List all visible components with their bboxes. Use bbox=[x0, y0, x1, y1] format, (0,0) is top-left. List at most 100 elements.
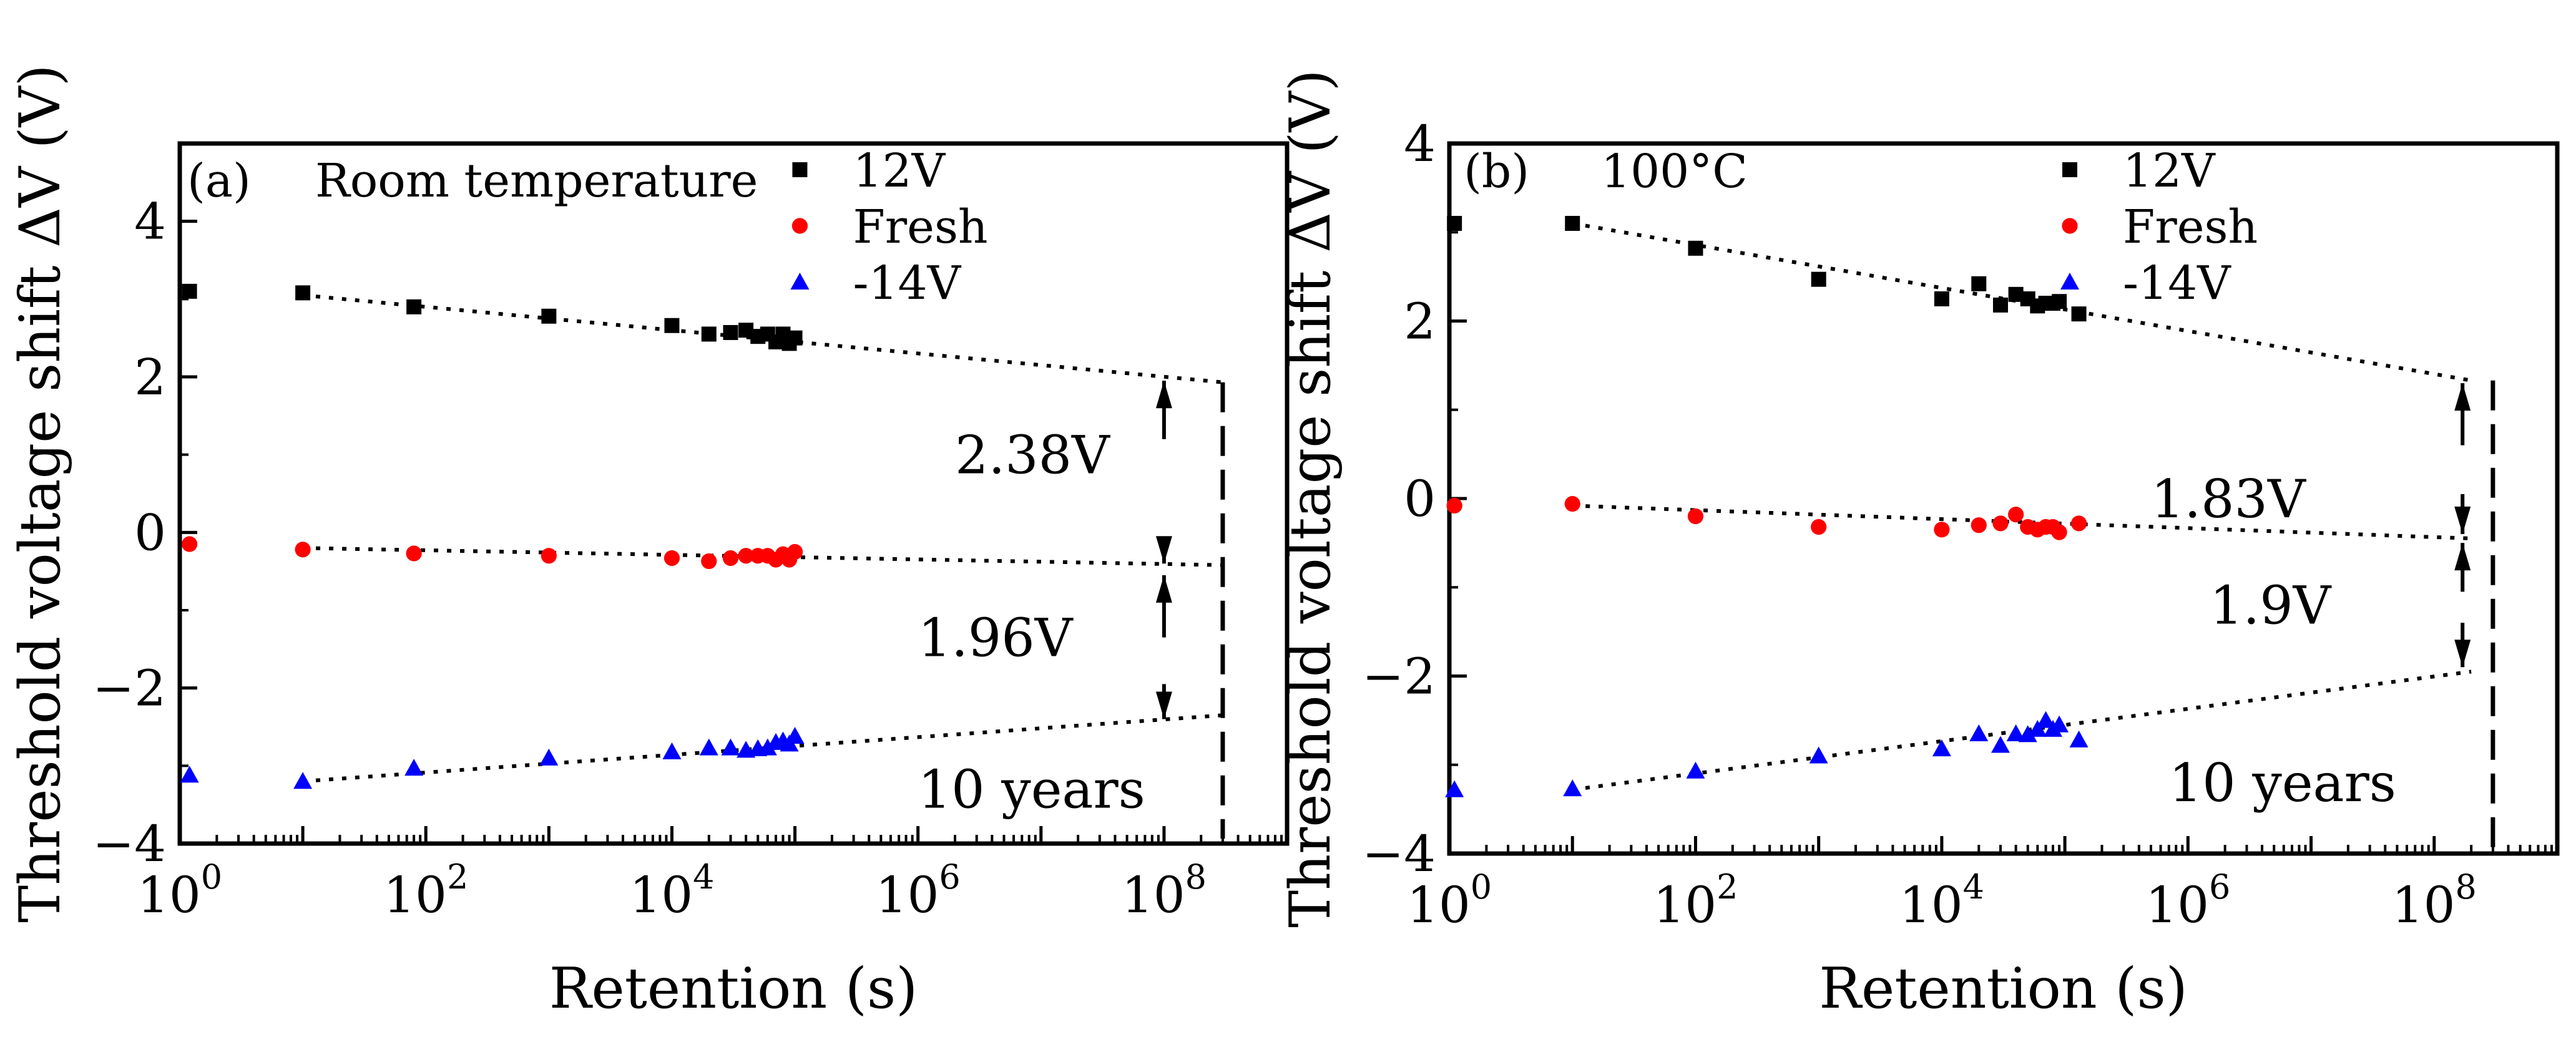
data-point bbox=[1992, 297, 2008, 313]
data-point bbox=[758, 738, 777, 756]
x-tick-base: 10 bbox=[1122, 866, 1185, 924]
data-point bbox=[1445, 780, 1464, 797]
data-point bbox=[295, 285, 311, 301]
data-point bbox=[664, 318, 680, 333]
arrow-head bbox=[2454, 640, 2471, 668]
annotation-label: 10 years bbox=[2169, 752, 2396, 814]
legend-label: Fresh bbox=[853, 200, 987, 254]
data-point bbox=[404, 759, 424, 776]
data-point bbox=[701, 553, 717, 570]
data-point bbox=[1932, 739, 1951, 757]
data-point bbox=[785, 726, 805, 744]
arrow-head bbox=[2454, 383, 2471, 411]
legend-marker bbox=[792, 162, 808, 177]
legend-label: Fresh bbox=[2123, 200, 2258, 254]
annotation-label: 1.96V bbox=[918, 608, 1074, 669]
x-tick-base: 10 bbox=[2145, 876, 2209, 934]
legend-label: -14V bbox=[2123, 256, 2231, 310]
data-point bbox=[1811, 518, 1827, 535]
data-point bbox=[1563, 779, 1582, 797]
arrow-head bbox=[2454, 506, 2471, 534]
fit-line bbox=[1572, 222, 2472, 382]
data-point bbox=[1809, 746, 1828, 764]
y-tick-label: 2 bbox=[1404, 293, 1436, 351]
x-tick-exponent: 0 bbox=[1471, 867, 1492, 907]
data-point bbox=[721, 738, 740, 756]
data-point bbox=[1971, 276, 1987, 291]
data-point bbox=[1969, 724, 1989, 741]
data-point bbox=[406, 545, 422, 562]
data-point bbox=[701, 326, 717, 342]
data-point bbox=[699, 738, 718, 756]
data-point bbox=[722, 550, 739, 567]
legend-label: 12V bbox=[2123, 144, 2216, 198]
data-point bbox=[2051, 524, 2067, 540]
x-tick-base: 10 bbox=[1653, 876, 1717, 934]
x-tick-base: 10 bbox=[1407, 876, 1471, 934]
data-point bbox=[2050, 715, 2069, 733]
data-point bbox=[2008, 507, 2024, 523]
data-point bbox=[1934, 522, 1950, 538]
data-point bbox=[2071, 306, 2087, 322]
arrow-head bbox=[1155, 575, 1172, 603]
y-tick-label: −4 bbox=[92, 815, 166, 873]
annotation-label: 10 years bbox=[918, 759, 1145, 820]
legend-label: 12V bbox=[853, 144, 946, 198]
panel-label: (a) bbox=[187, 154, 251, 208]
data-point bbox=[787, 330, 803, 346]
x-tick-exponent: 6 bbox=[2209, 867, 2230, 907]
x-tick-base: 10 bbox=[629, 866, 693, 924]
condition-label: 100°C bbox=[1601, 145, 1748, 198]
data-point bbox=[541, 548, 557, 564]
data-point bbox=[541, 308, 557, 324]
data-point bbox=[2052, 294, 2067, 309]
data-point bbox=[1687, 508, 1704, 525]
data-point bbox=[1992, 515, 2009, 532]
y-axis-title: Threshold voltage shift ΔV (V) bbox=[7, 64, 73, 923]
data-point bbox=[786, 543, 803, 560]
data-point bbox=[1686, 761, 1705, 779]
data-point bbox=[295, 542, 311, 558]
data-point bbox=[182, 283, 197, 299]
data-point bbox=[1565, 216, 1580, 231]
x-tick-exponent: 8 bbox=[1185, 857, 1207, 897]
annotation-label: 1.83V bbox=[2151, 469, 2306, 530]
y-tick-label: 2 bbox=[134, 348, 166, 406]
arrow-head bbox=[1155, 691, 1172, 719]
data-point bbox=[2006, 724, 2025, 741]
x-tick-label: 100 bbox=[1407, 867, 1492, 934]
data-point bbox=[1934, 291, 1949, 306]
legend-marker bbox=[2060, 273, 2079, 290]
x-tick-exponent: 2 bbox=[447, 857, 468, 897]
x-tick-exponent: 2 bbox=[1717, 867, 1738, 907]
x-tick-exponent: 4 bbox=[693, 857, 714, 897]
data-point bbox=[1811, 271, 1826, 287]
y-tick-label: −2 bbox=[92, 660, 166, 718]
data-point bbox=[1446, 497, 1462, 514]
legend-marker bbox=[790, 273, 810, 290]
panel-label: (b) bbox=[1464, 145, 1529, 198]
condition-label: Room temperature bbox=[315, 154, 758, 208]
data-point bbox=[738, 548, 754, 564]
data-point bbox=[2069, 730, 2089, 747]
y-tick-label: 0 bbox=[134, 504, 166, 562]
x-tick-exponent: 8 bbox=[2455, 867, 2476, 907]
data-point bbox=[2070, 515, 2087, 532]
x-axis-title: Retention (s) bbox=[549, 956, 918, 1021]
data-point bbox=[1688, 240, 1703, 256]
data-point bbox=[664, 550, 680, 567]
data-point bbox=[1564, 495, 1580, 512]
x-tick-label: 108 bbox=[2392, 867, 2477, 934]
x-tick-base: 10 bbox=[876, 866, 939, 924]
x-tick-label: 104 bbox=[629, 857, 714, 924]
data-point bbox=[1991, 736, 2010, 753]
x-tick-base: 10 bbox=[137, 866, 201, 924]
x-tick-label: 106 bbox=[2145, 867, 2230, 934]
data-point bbox=[2036, 711, 2055, 728]
y-tick-label: 4 bbox=[1404, 115, 1436, 173]
arrow-head bbox=[2454, 543, 2471, 571]
arrow-head bbox=[1155, 381, 1172, 409]
